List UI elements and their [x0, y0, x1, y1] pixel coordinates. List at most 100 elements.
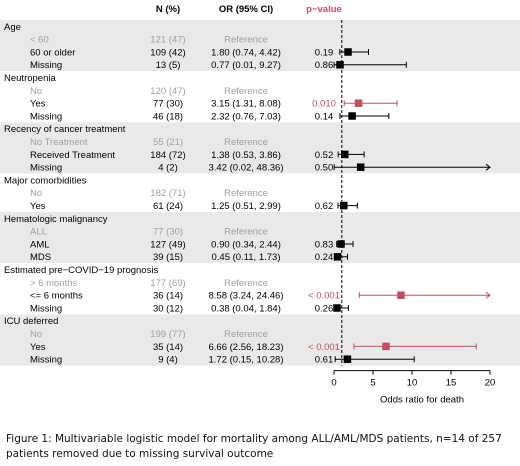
or-point — [354, 99, 363, 107]
row-n: 120 (47) — [150, 86, 185, 97]
row-or: 6.66 (2.56, 18.23) — [209, 342, 284, 353]
or-point — [341, 150, 349, 159]
forest-plot: N (%) OR (95% CI) p−value Age < 60 121 (47… — [0, 4, 520, 406]
row-n: 199 (77) — [150, 329, 185, 340]
group-title: Age — [4, 22, 21, 33]
row-or: 0.38 (0.04, 1.84) — [211, 303, 281, 314]
row-p-value: 0.010 — [312, 99, 336, 110]
x-tick-label: 20 — [485, 378, 496, 389]
group-band — [0, 263, 520, 315]
row-p-value: 0.19 — [315, 47, 334, 58]
row-p-value: 0.86 — [315, 60, 334, 71]
row-or: 1.25 (0.51, 2.99) — [211, 201, 281, 212]
row-label: Missing — [30, 303, 62, 314]
row-label: Missing — [30, 60, 62, 71]
row-label: No Treatment — [30, 137, 88, 148]
row-p-value: 0.14 — [315, 111, 334, 122]
group-title: Recency of cancer treatment — [4, 124, 126, 135]
or-point — [343, 355, 352, 363]
row-label: MDS — [30, 252, 51, 263]
row-n: 4 (2) — [158, 163, 178, 174]
row-or: 1.80 (0.74, 4.42) — [211, 47, 281, 58]
row-label: Yes — [30, 99, 46, 110]
row-n: 36 (14) — [153, 291, 183, 302]
row-p-value: 0.62 — [315, 201, 334, 212]
row-or: 0.45 (0.11, 1.73) — [211, 252, 280, 263]
row-or: 3.42 (0.02, 48.36) — [209, 163, 284, 174]
row-n: 39 (15) — [153, 252, 183, 263]
row-label: AML — [30, 239, 50, 250]
or-point — [382, 342, 390, 351]
group-band — [0, 71, 520, 123]
group-band — [0, 173, 520, 212]
row-label: Yes — [30, 342, 46, 353]
row-or: 1.72 (0.15, 10.28) — [209, 355, 284, 366]
table-rows: Age < 60 121 (47) Reference 60 or older 109 (… — [4, 22, 340, 366]
row-label: No — [30, 86, 42, 97]
row-or: Reference — [224, 188, 268, 199]
row-or: Reference — [224, 278, 268, 289]
row-n: 46 (18) — [153, 111, 183, 122]
row-n: 121 (47) — [150, 35, 185, 46]
x-tick-label: 10 — [407, 378, 418, 389]
row-or: Reference — [224, 227, 268, 238]
row-or: 1.38 (0.53, 3.86) — [211, 150, 281, 161]
row-label: Yes — [30, 201, 46, 212]
row-n: 30 (12) — [153, 303, 183, 314]
row-label: Missing — [30, 355, 62, 366]
row-n: 61 (24) — [153, 201, 183, 212]
row-or: 0.77 (0.01, 9.27) — [211, 60, 281, 71]
group-title: Neutropenia — [4, 73, 56, 84]
group-title: Major comorbidities — [4, 175, 87, 186]
group-title: Hematologic malignancy — [4, 214, 108, 225]
group-band — [0, 122, 520, 174]
row-or: Reference — [224, 137, 268, 148]
row-n: 35 (14) — [153, 342, 183, 353]
or-point — [336, 61, 344, 69]
row-label: Missing — [30, 111, 62, 122]
row-or: Reference — [224, 329, 268, 340]
row-label: No — [30, 329, 42, 340]
row-p-value: 0.83 — [315, 239, 334, 250]
row-label: > 6 months — [30, 278, 78, 289]
row-n: 9 (4) — [158, 355, 178, 366]
or-point — [340, 201, 348, 210]
header-n: N (%) — [156, 4, 180, 15]
or-point — [356, 163, 365, 171]
x-tick-label: 0 — [331, 378, 336, 389]
group-title: ICU deferred — [4, 316, 58, 327]
row-p-value: < 0.001 — [308, 291, 340, 302]
row-n: 13 (5) — [156, 60, 181, 71]
or-point — [337, 240, 345, 248]
row-n: 55 (21) — [153, 137, 183, 148]
row-label: Missing — [30, 163, 62, 174]
group-band — [0, 212, 520, 264]
row-label: 60 or older — [30, 47, 75, 58]
row-p-value: 0.50 — [315, 163, 334, 174]
group-bands — [0, 20, 520, 366]
group-title: Estimated pre−COVID−19 prognosis — [4, 265, 158, 276]
row-or: 2.32 (0.76, 7.03) — [211, 111, 281, 122]
row-p-value: 0.24 — [315, 252, 334, 263]
or-point — [397, 291, 405, 299]
ci-marks — [333, 20, 491, 366]
figure-caption: Figure 1: Multivariable logistic model f… — [6, 433, 502, 460]
row-label: No — [30, 188, 42, 199]
row-p-value: < 0.001 — [308, 342, 340, 353]
x-tick-label: 5 — [370, 378, 375, 389]
row-n: 77 (30) — [153, 99, 183, 110]
row-or: 0.90 (0.34, 2.44) — [211, 239, 281, 250]
row-n: 127 (49) — [150, 239, 185, 250]
group-band — [0, 20, 520, 72]
header-or: OR (95% CI) — [219, 4, 273, 15]
or-point — [333, 253, 342, 261]
column-headers: N (%) OR (95% CI) p−value — [156, 4, 342, 15]
row-label: Received Treatment — [30, 150, 115, 161]
row-n: 109 (42) — [150, 47, 185, 58]
or-point — [333, 304, 341, 312]
row-p-value: 0.52 — [315, 150, 334, 161]
row-n: 184 (72) — [150, 150, 185, 161]
row-or: 8.58 (3.24, 24.46) — [209, 291, 284, 302]
row-n: 77 (30) — [153, 227, 183, 238]
